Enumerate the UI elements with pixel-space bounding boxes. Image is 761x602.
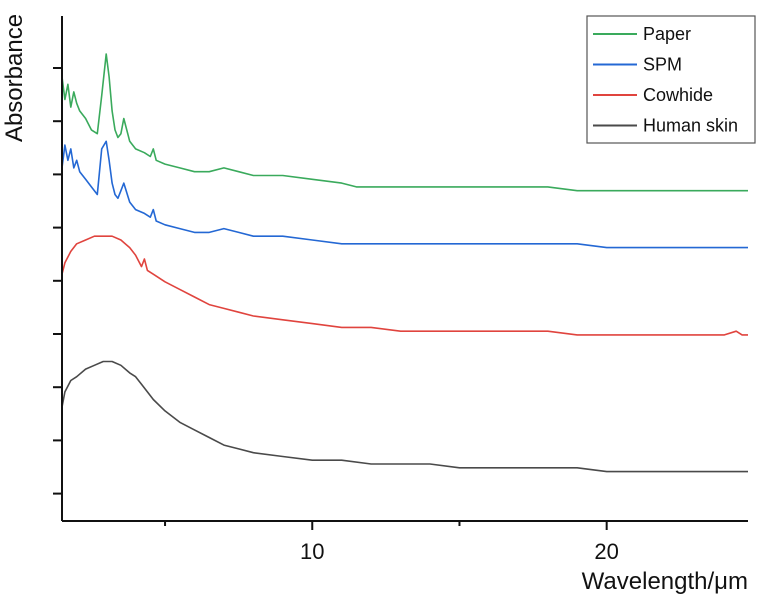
legend-label-cowhide: Cowhide <box>643 85 713 105</box>
series-line-cowhide <box>61 235 748 336</box>
series-layer <box>61 53 748 473</box>
axes-layer: 10 20 <box>53 16 748 564</box>
legend-label-paper: Paper <box>643 24 691 44</box>
legend-box <box>586 15 756 144</box>
x-tick-label: 10 <box>300 539 324 564</box>
legend-label-spm: SPM <box>643 55 682 75</box>
legend: Paper SPM Cowhide Human skin <box>586 15 756 144</box>
x-axis-label: Wavelength/μm <box>582 568 748 595</box>
legend-label-human-skin: Human skin <box>643 116 738 136</box>
y-axis-label: Absorbance <box>1 14 28 142</box>
x-tick-label: 20 <box>594 539 618 564</box>
series-line-paper <box>61 53 748 192</box>
series-line-human-skin <box>61 360 748 473</box>
series-line-spm <box>61 140 748 249</box>
